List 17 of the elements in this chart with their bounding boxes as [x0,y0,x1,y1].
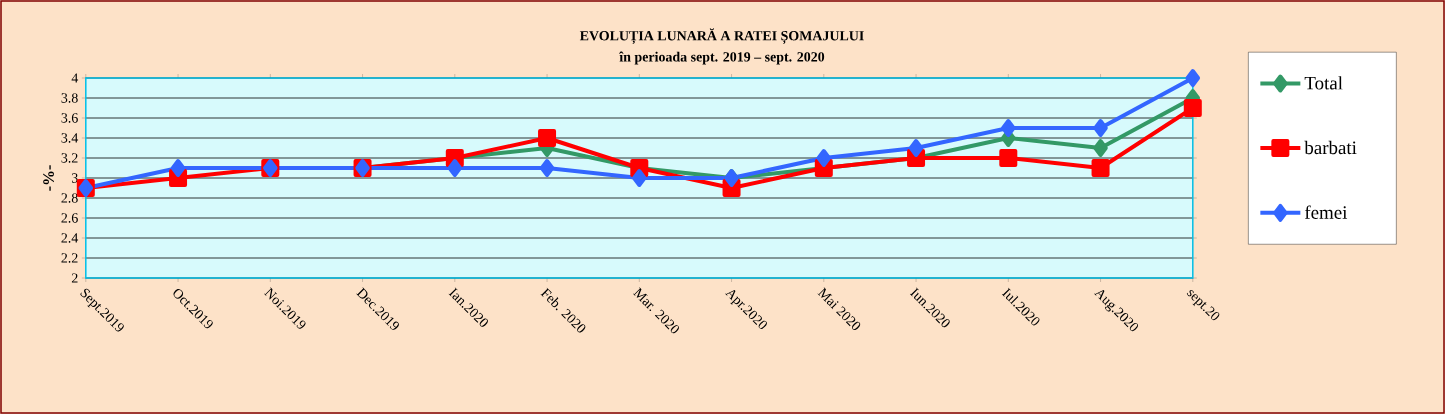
y-tick-label: 2.4 [61,233,79,243]
y-tick-label: 3.6 [61,113,78,123]
y-tick-label: 3 [71,173,78,183]
y-tick-label: 3.2 [61,153,78,163]
legend-label: Total [1304,76,1343,90]
y-tick-label: 2.6 [61,213,78,223]
chart-title: EVOLUȚIA LUNARĂ A RATEI ȘOMAJULUI [579,28,864,44]
legend-label: femei [1304,205,1348,219]
y-tick-label: 2.8 [61,193,78,203]
y-axis-title: -%- [43,165,54,191]
legend-label: barbati [1304,140,1357,155]
y-tick-label: 2 [71,273,78,283]
y-tick-label: 3.8 [61,93,78,103]
y-tick-label: 4 [71,73,79,83]
y-tick-label: 3.4 [61,133,79,143]
chart-subtitle: în perioada sept. 2019 – sept. 2020 [619,51,825,65]
y-tick-label: 2.2 [61,253,78,263]
